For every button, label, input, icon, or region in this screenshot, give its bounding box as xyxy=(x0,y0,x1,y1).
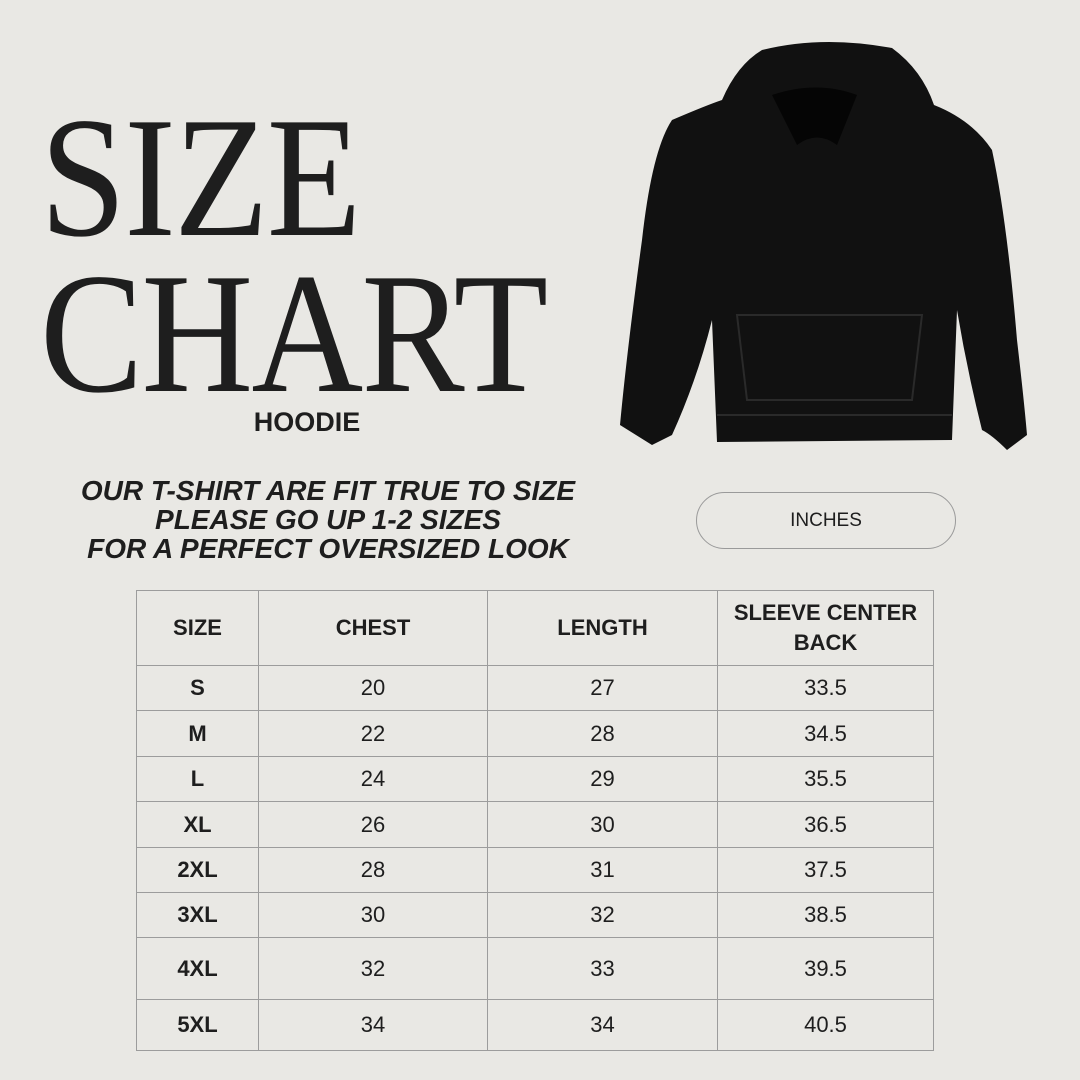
table-row: S 20 27 33.5 xyxy=(136,665,934,711)
header-chest: CHEST xyxy=(258,590,488,666)
product-name: HOODIE xyxy=(253,407,361,437)
cell-sleeve: 36.5 xyxy=(717,801,934,848)
header-size: SIZE xyxy=(136,590,259,666)
table-row: 3XL 30 32 38.5 xyxy=(136,892,934,938)
table-header-row: SIZE CHEST LENGTH SLEEVE CENTER BACK xyxy=(136,590,934,666)
cell-length: 27 xyxy=(487,665,718,711)
table-row: XL 26 30 36.5 xyxy=(136,801,934,848)
cell-chest: 24 xyxy=(258,756,488,802)
cell-size: 5XL xyxy=(136,999,259,1051)
hoodie-body xyxy=(620,41,1027,450)
cell-chest: 20 xyxy=(258,665,488,711)
cell-length: 31 xyxy=(487,847,718,893)
note-line: PLEASE GO UP 1-2 SIZES xyxy=(155,504,501,535)
table-row: L 24 29 35.5 xyxy=(136,756,934,802)
table-row: 5XL 34 34 40.5 xyxy=(136,999,934,1051)
cell-length: 34 xyxy=(487,999,718,1051)
cell-size: 4XL xyxy=(136,937,259,1000)
cell-length: 28 xyxy=(487,710,718,757)
hoodie-pocket xyxy=(735,314,924,401)
cell-chest: 26 xyxy=(258,801,488,848)
cell-chest: 34 xyxy=(258,999,488,1051)
note-line: OUR T-SHIRT ARE FIT TRUE TO SIZE xyxy=(80,475,576,506)
cell-sleeve: 37.5 xyxy=(717,847,934,893)
cell-size: 3XL xyxy=(136,892,259,938)
cell-size: L xyxy=(136,756,259,802)
cell-length: 29 xyxy=(487,756,718,802)
size-table: SIZE CHEST LENGTH SLEEVE CENTER BACK S 20… xyxy=(136,590,934,1051)
title-chart: CHART xyxy=(40,239,548,429)
note-line: FOR A PERFECT OVERSIZED LOOK xyxy=(87,533,569,564)
cell-length: 32 xyxy=(487,892,718,938)
cell-sleeve: 35.5 xyxy=(717,756,934,802)
cell-chest: 30 xyxy=(258,892,488,938)
table-row: 2XL 28 31 37.5 xyxy=(136,847,934,893)
cell-chest: 32 xyxy=(258,937,488,1000)
cell-length: 33 xyxy=(487,937,718,1000)
cell-size: M xyxy=(136,710,259,757)
header-sleeve: SLEEVE CENTER BACK xyxy=(717,590,934,666)
cell-sleeve: 34.5 xyxy=(717,710,934,757)
fit-note: OUR T-SHIRT ARE FIT TRUE TO SIZE PLEASE … xyxy=(28,476,628,563)
cell-sleeve: 33.5 xyxy=(717,665,934,711)
title-size: SIZE xyxy=(40,83,361,273)
cell-sleeve: 40.5 xyxy=(717,999,934,1051)
cell-length: 30 xyxy=(487,801,718,848)
cell-chest: 28 xyxy=(258,847,488,893)
cell-sleeve: 38.5 xyxy=(717,892,934,938)
cell-sleeve: 39.5 xyxy=(717,937,934,1000)
cell-size: 2XL xyxy=(136,847,259,893)
table-row: 4XL 32 33 39.5 xyxy=(136,937,934,1000)
hoodie-image xyxy=(620,41,1027,450)
unit-badge: INCHES xyxy=(696,492,956,549)
cell-size: XL xyxy=(136,801,259,848)
hoodie-hood-opening xyxy=(772,87,857,145)
cell-size: S xyxy=(136,665,259,711)
header-length: LENGTH xyxy=(487,590,718,666)
cell-chest: 22 xyxy=(258,710,488,757)
table-row: M 22 28 34.5 xyxy=(136,710,934,757)
